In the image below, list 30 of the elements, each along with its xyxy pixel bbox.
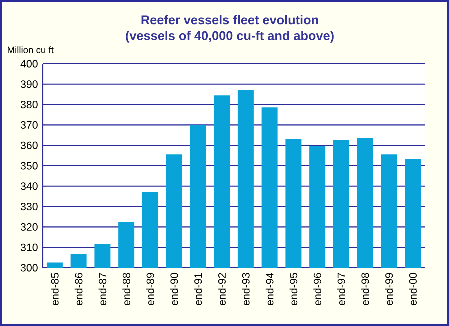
x-tick-label: end-89 (146, 273, 154, 306)
x-tick-label: end-98 (361, 273, 370, 306)
x-tick-label: end-91 (194, 273, 202, 306)
x-tick-label: end-99 (385, 273, 394, 306)
x-tick-label: end-88 (122, 273, 130, 306)
y-tick-label: 300 (20, 264, 38, 272)
x-tick-label: end-85 (51, 273, 59, 306)
y-axis-title: Million cu ft (8, 46, 54, 54)
x-tick-label: end-00 (409, 273, 417, 306)
x-tick-label: end-96 (314, 273, 322, 306)
x-tick-label: end-86 (74, 273, 83, 306)
y-tick-label: 380 (20, 101, 38, 109)
chart-subtitle: (vessels of 40,000 cu-ft and above) (126, 31, 334, 43)
y-tick-label: 400 (20, 60, 38, 68)
y-tick-label: 360 (20, 142, 38, 150)
y-tick-label: 330 (20, 203, 38, 211)
y-tick-label: 390 (20, 80, 38, 88)
chart-title: Reefer vessels fleet evolution (142, 15, 318, 25)
x-tick-label: end-87 (98, 273, 107, 306)
y-tick-label: 370 (20, 121, 38, 129)
y-tick-label: 310 (20, 244, 38, 252)
y-tick-label: 340 (20, 182, 38, 190)
x-tick-label: end-92 (218, 273, 226, 306)
x-tick-label: end-93 (242, 273, 250, 306)
x-tick-label: end-90 (170, 273, 178, 306)
y-tick-label: 350 (20, 162, 38, 170)
x-tick-label: end-97 (338, 273, 346, 306)
y-tick-label: 320 (20, 223, 38, 231)
x-tick-label: end-94 (266, 273, 274, 306)
x-tick-label: end-95 (290, 273, 298, 306)
